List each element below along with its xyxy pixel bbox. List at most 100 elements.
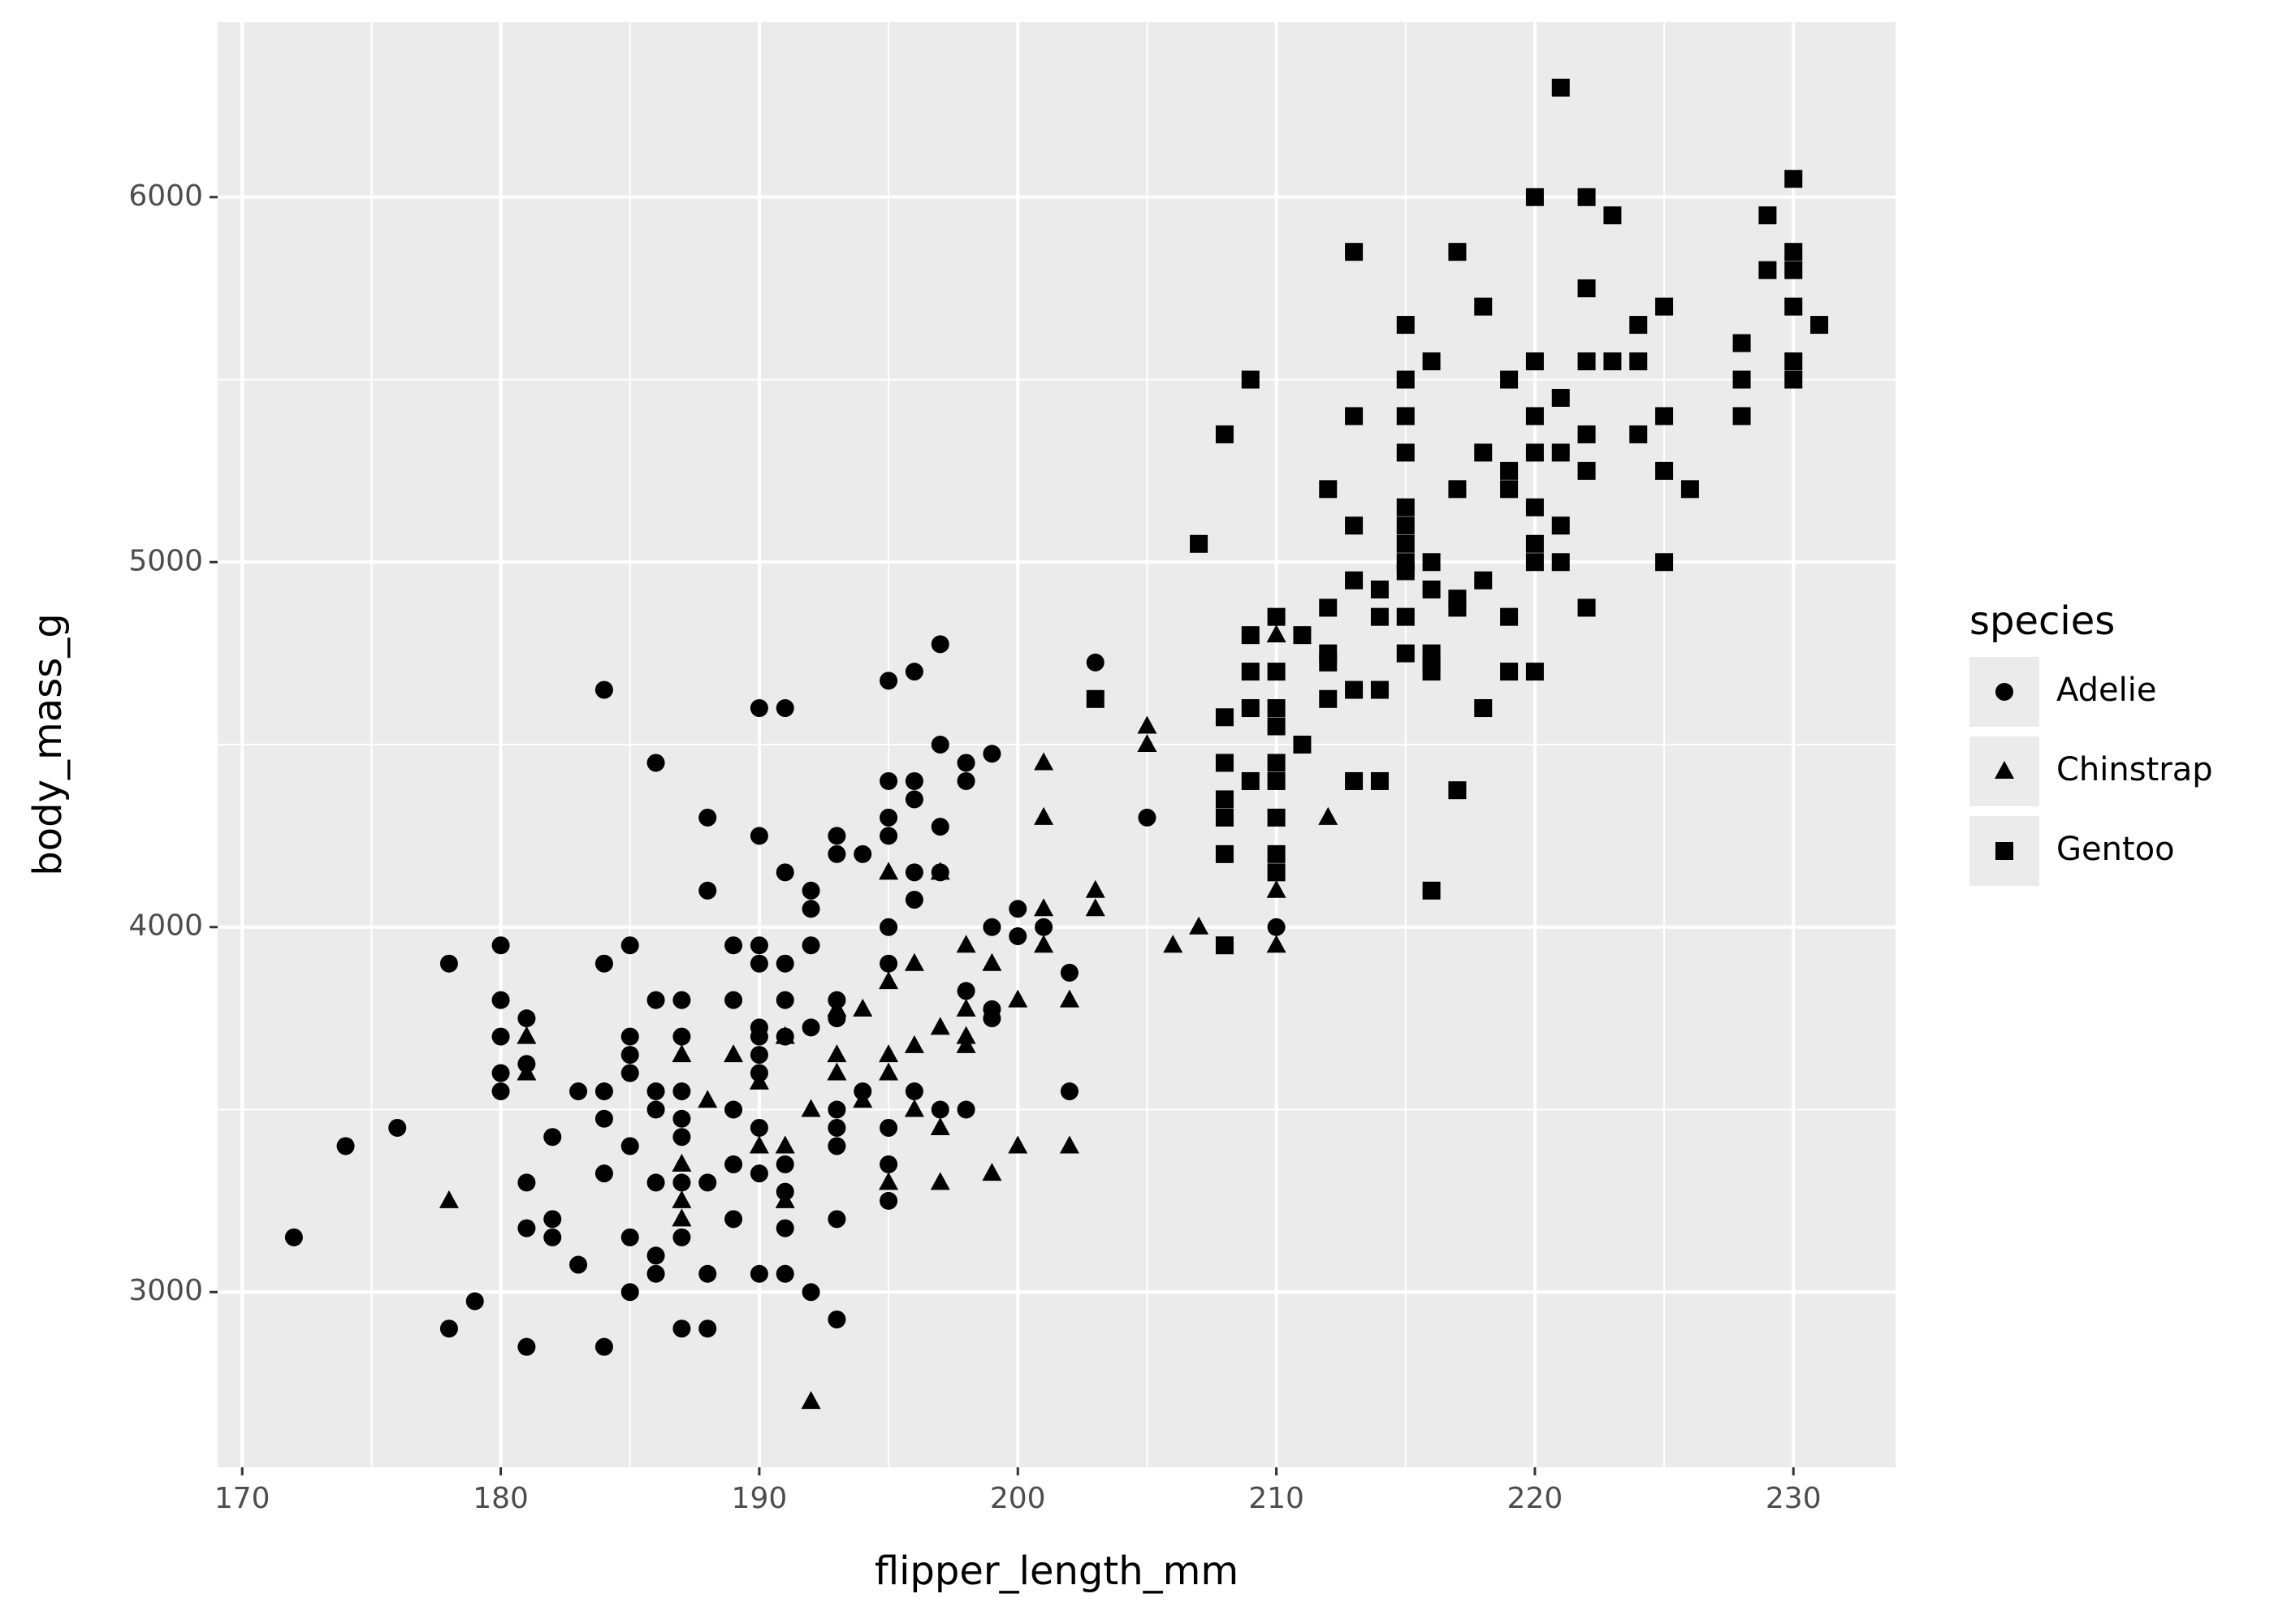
point (1577, 188, 1596, 206)
point (594, 680, 613, 699)
point (1396, 644, 1415, 663)
y-tick-label: 4000 (128, 909, 203, 943)
point (983, 918, 1001, 936)
point (646, 1246, 665, 1265)
point (1603, 352, 1622, 371)
point (1500, 461, 1519, 480)
point (1009, 926, 1027, 945)
point (1163, 935, 1183, 953)
point (1603, 206, 1622, 225)
point (1525, 663, 1544, 681)
point (776, 991, 794, 1009)
point (1241, 663, 1260, 681)
point (724, 1155, 743, 1173)
x-tick-label: 230 (1766, 1482, 1822, 1515)
point (802, 900, 820, 918)
point (672, 1208, 692, 1227)
point (1551, 553, 1570, 572)
point (1267, 808, 1286, 827)
y-tick-label: 3000 (128, 1274, 203, 1307)
x-tick-label: 170 (214, 1482, 270, 1515)
point (620, 1046, 639, 1065)
x-axis-title: flipper_length_mm (875, 1548, 1239, 1594)
point (828, 1310, 846, 1328)
point (1422, 580, 1441, 598)
point (776, 863, 794, 882)
point (1035, 918, 1053, 936)
point (750, 699, 768, 718)
point (1034, 806, 1054, 825)
point (1396, 516, 1415, 535)
point (1422, 352, 1441, 371)
point (620, 936, 639, 955)
point (1525, 553, 1544, 572)
point (724, 1210, 743, 1229)
point (879, 1172, 899, 1190)
point (1267, 607, 1286, 626)
point (879, 862, 899, 880)
point (930, 1017, 950, 1035)
point (491, 1082, 510, 1101)
point (1577, 461, 1596, 480)
point (1059, 1135, 1079, 1154)
point (1577, 352, 1596, 371)
point (517, 1219, 536, 1237)
point (336, 1137, 355, 1155)
point (1758, 261, 1777, 279)
point (1525, 407, 1544, 425)
point (491, 936, 510, 955)
point (1215, 808, 1234, 827)
point (439, 1190, 459, 1208)
legend-symbol (1995, 683, 2013, 701)
point (1525, 188, 1544, 206)
point (620, 1137, 639, 1155)
point (1500, 607, 1519, 626)
point (1758, 206, 1777, 225)
point (1396, 607, 1415, 626)
point (724, 936, 743, 955)
point (1810, 316, 1829, 335)
point (1215, 790, 1234, 809)
point (930, 1172, 950, 1190)
point (594, 1082, 613, 1101)
point (931, 818, 949, 836)
point (1241, 771, 1260, 790)
point (853, 998, 873, 1017)
point (620, 1064, 639, 1082)
point (957, 1100, 975, 1119)
point (388, 1118, 407, 1137)
point (905, 863, 923, 882)
x-tick-label: 190 (732, 1482, 788, 1515)
point (1784, 170, 1803, 188)
point (853, 1090, 873, 1108)
point (880, 672, 898, 690)
point (439, 954, 458, 973)
point (1525, 498, 1544, 516)
point (1551, 78, 1570, 97)
point (1138, 808, 1156, 827)
point (827, 1062, 847, 1081)
point (1474, 297, 1493, 316)
point (646, 1173, 665, 1192)
point (776, 1264, 794, 1283)
point (1267, 844, 1286, 863)
point (491, 991, 510, 1009)
point (1500, 663, 1519, 681)
x-tick-label: 200 (990, 1482, 1046, 1515)
point (1784, 370, 1803, 389)
point (1266, 935, 1286, 953)
point (1500, 370, 1519, 389)
point (1345, 571, 1364, 590)
point (904, 1099, 924, 1117)
point (672, 1320, 691, 1338)
point (828, 1210, 846, 1229)
legend-symbol (1995, 761, 2014, 779)
point (1474, 571, 1493, 590)
point (672, 1027, 691, 1046)
point (956, 998, 976, 1017)
point (828, 1118, 846, 1137)
point (1422, 553, 1441, 572)
point (828, 1137, 846, 1155)
point (1525, 443, 1544, 462)
point (880, 827, 898, 845)
